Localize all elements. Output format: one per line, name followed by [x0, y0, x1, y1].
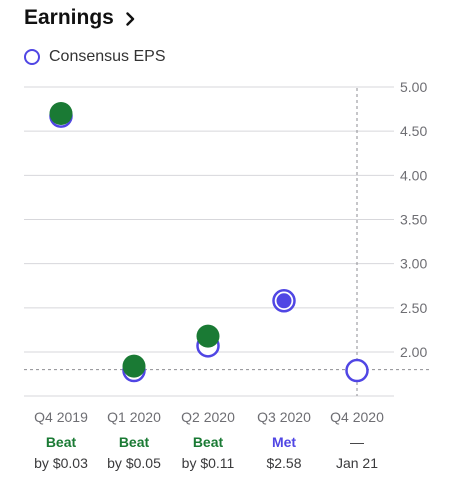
y-tick-label: 2.00 [400, 344, 427, 360]
actual-point [196, 324, 220, 348]
x-axis-labels: Q4 2019 Q1 2020 Q2 2020 Q3 2020 Q4 2020 [34, 409, 384, 425]
chevron-right-icon [126, 12, 135, 26]
legend: Consensus EPS [24, 48, 166, 66]
x-tick-label: Q3 2020 [257, 409, 311, 425]
y-tick-label: 4.00 [400, 167, 427, 183]
result-status: Met [272, 434, 296, 450]
result-detail: Jan 21 [336, 455, 378, 471]
y-tick-label: 3.00 [400, 256, 427, 272]
x-tick-label: Q4 2020 [330, 409, 384, 425]
actual-point [49, 102, 73, 125]
data-points [49, 102, 369, 383]
legend-label: Consensus EPS [49, 48, 166, 65]
y-tick-label: 3.50 [400, 212, 427, 228]
earnings-header[interactable]: Earnings [24, 6, 135, 30]
y-tick-label: 5.00 [400, 79, 427, 95]
x-tick-label: Q2 2020 [181, 409, 235, 425]
x-tick-label: Q4 2019 [34, 409, 88, 425]
result-detail: by $0.05 [107, 455, 161, 471]
result-detail: by $0.03 [34, 455, 88, 471]
actual-point [122, 354, 146, 378]
y-axis-ticks: 5.00 4.50 4.00 3.50 3.00 2.50 2.00 [400, 79, 427, 360]
y-tick-label: 2.50 [400, 300, 427, 316]
result-status: Beat [119, 434, 150, 450]
result-status: Beat [46, 434, 77, 450]
earnings-title: Earnings [24, 6, 114, 29]
result-status: — [350, 434, 364, 450]
consensus-point [345, 358, 369, 383]
result-detail: by $0.11 [182, 455, 235, 471]
result-status: Beat [193, 434, 224, 450]
ring-icon [24, 49, 40, 65]
actual-point [276, 293, 292, 309]
gridlines [24, 86, 430, 397]
y-tick-label: 4.50 [400, 123, 427, 139]
result-detail: $2.58 [266, 455, 301, 471]
x-tick-label: Q1 2020 [107, 409, 161, 425]
results-labels: Beat by $0.03 Beat by $0.05 Beat by $0.11 Met $… [34, 434, 378, 471]
